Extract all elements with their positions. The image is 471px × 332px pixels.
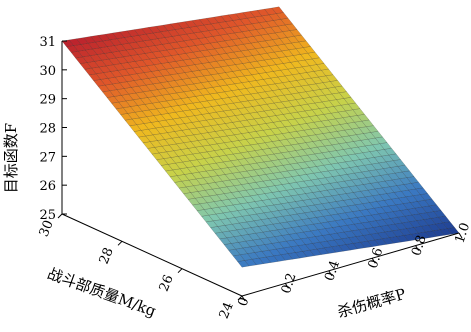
x-tick-label: 0.6 (366, 246, 387, 270)
y-axis-label: 战斗部质量M/kg (45, 264, 159, 320)
z-tick-label: 26 (39, 179, 56, 194)
surface-cell (271, 6, 284, 14)
x-tick-label: 1.0 (453, 221, 471, 245)
x-axis-line (241, 232, 460, 297)
y-tick-mark (177, 268, 183, 274)
z-tick-label: 25 (39, 208, 56, 223)
z-axis-label: 目标函数F (2, 123, 20, 193)
axes: 25 26 27 28 29 30 31 24 26 28 30 0 0.2 0.4 0.6 0.8 1.0 (37, 35, 471, 321)
y-tick-label: 26 (157, 273, 177, 294)
z-tick-label: 27 (39, 150, 56, 165)
x-tick-mark (241, 295, 246, 302)
x-tick-mark (458, 232, 463, 239)
z-tick-label: 30 (39, 64, 56, 79)
z-tick-label: 28 (39, 122, 56, 137)
x-tick-label: 0.2 (279, 271, 300, 295)
x-axis-label: 杀伤概率P (335, 285, 407, 322)
x-tick-mark (284, 283, 289, 289)
x-tick-label: 0.4 (322, 259, 343, 283)
x-tick-mark (415, 245, 420, 251)
x-tick-label: 0.8 (409, 234, 430, 258)
y-tick-label: 30 (37, 218, 57, 239)
x-tick-mark (371, 257, 376, 264)
z-tick-label: 31 (39, 35, 56, 50)
surface-mesh (61, 6, 460, 268)
y-tick-mark (117, 240, 123, 246)
z-tick-label: 29 (39, 93, 56, 108)
x-tick-mark (328, 270, 333, 277)
y-tick-label: 24 (217, 300, 237, 321)
x-tick-label: 0 (236, 296, 253, 309)
y-tick-mark (57, 213, 63, 219)
y-tick-mark (237, 295, 243, 301)
y-axis-line (61, 213, 243, 297)
y-tick-label: 28 (97, 246, 117, 267)
